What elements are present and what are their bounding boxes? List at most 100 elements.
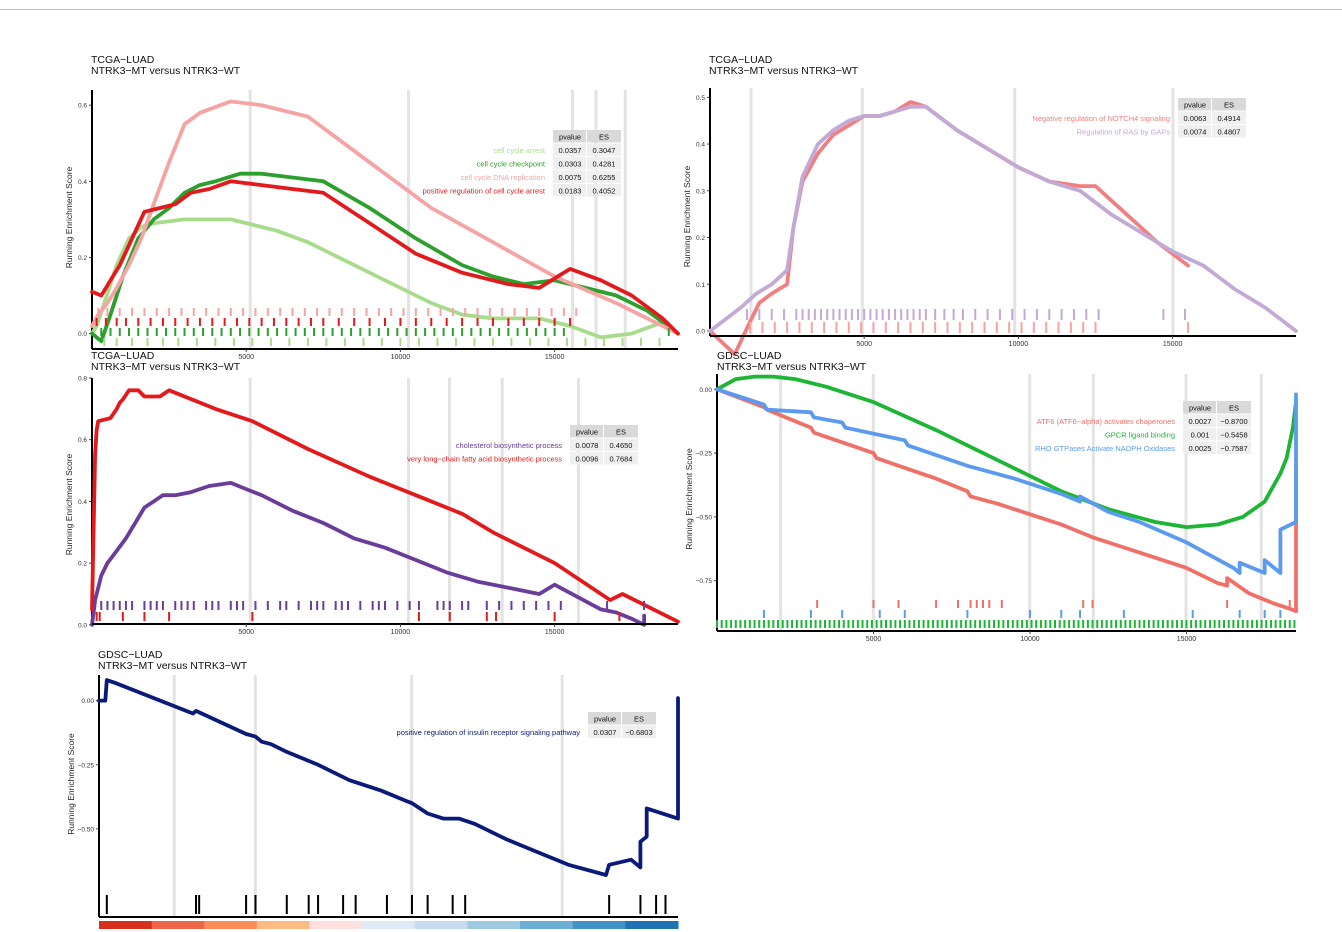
y-axis-label: Running Enrichment Score xyxy=(682,165,692,267)
legend-series-name: positive regulation of cell cycle arrest xyxy=(422,187,545,196)
gsea-panel-2: TCGA−LUAD NTRK3−MT versus NTRK3−WT Running… xyxy=(680,50,1342,357)
legend-series-name: Regulation of RAS by GAPs xyxy=(1077,128,1171,137)
legend-cell xyxy=(1183,428,1216,441)
y-tick-label: 0.0 xyxy=(78,622,87,629)
legend-es: −0.5458 xyxy=(1220,431,1247,440)
y-tick-label: 0.2 xyxy=(78,255,87,262)
y-tick-label: 0.6 xyxy=(78,437,87,444)
x-tick-label: 10000 xyxy=(1020,636,1040,643)
legend-header-cell xyxy=(570,425,603,438)
legend-cell xyxy=(553,157,586,170)
gsea-panel-1: TCGA−LUAD NTRK3−MT versus NTRK3−WT Running… xyxy=(0,50,680,361)
legend-header-pvalue: pvalue xyxy=(594,715,616,724)
legend-pvalue: 0.0063 xyxy=(1184,114,1207,123)
legend-cell xyxy=(553,143,586,156)
y-axis-label: Running Enrichment Score xyxy=(684,448,694,550)
rank-gradient-segment xyxy=(520,921,574,929)
y-tick-label: −0.25 xyxy=(78,762,95,769)
chart-title: GDSC−LUAD xyxy=(717,350,782,362)
y-tick-label: 0.0 xyxy=(78,331,87,338)
x-tick-label: 5000 xyxy=(856,341,872,348)
legend-header-cell xyxy=(1212,98,1246,111)
legend-pvalue: 0.0025 xyxy=(1189,444,1212,453)
series-line-1 xyxy=(715,387,1298,614)
legend-cell xyxy=(1217,441,1251,454)
legend-header-pvalue: pvalue xyxy=(576,428,598,437)
legend-header-es: ES xyxy=(634,715,644,724)
x-tick-label: 5000 xyxy=(238,629,254,636)
legend-es: 0.4807 xyxy=(1218,128,1241,137)
legend-header-pvalue: pvalue xyxy=(1184,101,1206,110)
x-tick-label: 5000 xyxy=(238,354,254,361)
chart-subtitle: NTRK3−MT versus NTRK3−WT xyxy=(709,65,859,77)
x-tick-label: 10000 xyxy=(391,629,411,636)
legend-cell xyxy=(1212,125,1246,138)
chart-subtitle: NTRK3−MT versus NTRK3−WT xyxy=(717,361,867,373)
series-line-1 xyxy=(90,217,680,340)
legend-header-es: ES xyxy=(599,133,609,142)
legend-es: 0.4914 xyxy=(1218,114,1241,123)
legend-header-cell xyxy=(1178,98,1211,111)
y-tick-label: 0.5 xyxy=(696,95,705,102)
y-tick-label: 0.3 xyxy=(696,188,705,195)
legend-cell xyxy=(604,438,638,451)
top-border-line xyxy=(0,9,1342,10)
legend-cell xyxy=(604,452,638,465)
x-tick-label: 15000 xyxy=(545,629,565,636)
legend-cell xyxy=(1217,428,1251,441)
legend-es: 0.6255 xyxy=(593,173,616,182)
x-tick-label: 5000 xyxy=(866,636,882,643)
x-tick-label: 15000 xyxy=(1163,341,1183,348)
legend-header-cell xyxy=(604,425,638,438)
y-tick-label: 0.00 xyxy=(81,698,94,705)
legend-header-pvalue: pvalue xyxy=(559,133,581,142)
legend-cell xyxy=(1178,111,1211,124)
chart-title: TCGA−LUAD xyxy=(91,350,155,362)
legend-pvalue: 0.0303 xyxy=(559,160,582,169)
legend-header-cell xyxy=(587,130,621,143)
legend-series-name: Negative regulation of NOTCH4 signaling xyxy=(1032,114,1170,123)
legend-series-name: ATF6 (ATF6−alpha) activates chaperones xyxy=(1037,417,1176,426)
y-tick-label: −0.50 xyxy=(78,826,95,833)
y-tick-label: −0.50 xyxy=(696,514,713,521)
series-line-3 xyxy=(715,387,1298,575)
y-tick-label: 0.2 xyxy=(696,235,705,242)
legend-cell xyxy=(588,725,621,738)
legend-cell xyxy=(1217,414,1251,427)
series-line-1 xyxy=(97,678,680,877)
rank-gradient-segment xyxy=(204,921,258,929)
legend-cell xyxy=(1183,414,1216,427)
legend-pvalue: 0.0183 xyxy=(559,187,582,196)
chart-subtitle: NTRK3−MT versus NTRK3−WT xyxy=(91,361,241,373)
y-axis-label: Running Enrichment Score xyxy=(66,733,76,835)
legend-header-cell xyxy=(622,712,656,725)
y-tick-label: 0.8 xyxy=(78,376,87,383)
y-tick-label: −0.25 xyxy=(696,451,713,458)
y-tick-label: −0.75 xyxy=(696,578,713,585)
legend-series-name: GPCR ligand binding xyxy=(1105,431,1175,440)
legend-cell xyxy=(570,438,603,451)
legend-header-es: ES xyxy=(1229,404,1239,413)
y-axis-label: Running Enrichment Score xyxy=(64,453,74,555)
legend-series-name: cell cycle arrest xyxy=(493,146,546,155)
y-tick-label: 0.4 xyxy=(696,142,705,149)
y-axis-label: Running Enrichment Score xyxy=(64,166,74,268)
legend-series-name: positive regulation of insulin receptor … xyxy=(397,728,581,737)
chart-title: GDSC−LUAD xyxy=(98,649,163,661)
series-line-4 xyxy=(90,179,680,336)
legend-series-name: cell cycle checkpoint xyxy=(477,160,546,169)
legend-es: −0.7587 xyxy=(1220,444,1247,453)
x-tick-label: 15000 xyxy=(1177,636,1197,643)
x-tick-label: 10000 xyxy=(1009,341,1029,348)
y-tick-label: 0.4 xyxy=(78,499,87,506)
legend-cell xyxy=(570,452,603,465)
legend-cell xyxy=(1178,125,1211,138)
rank-gradient-segment xyxy=(151,921,205,929)
legend-es: 0.7684 xyxy=(610,455,633,464)
x-tick-label: 15000 xyxy=(545,354,565,361)
chart-title: TCGA−LUAD xyxy=(709,54,773,66)
legend-cell xyxy=(587,143,621,156)
